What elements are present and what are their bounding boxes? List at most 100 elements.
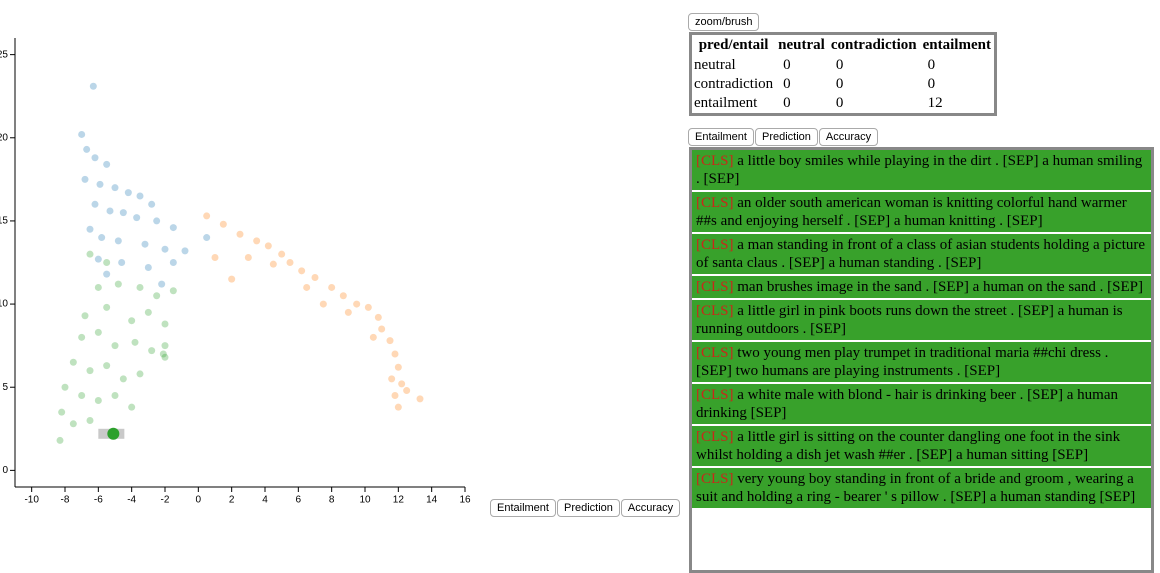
point [353, 300, 361, 308]
point [158, 280, 166, 288]
example-text: a white male with blond - hair is drinki… [696, 387, 1118, 421]
point [416, 395, 424, 403]
x-tick-label: 6 [296, 495, 302, 506]
point [78, 333, 86, 341]
point [111, 184, 119, 192]
example-text: a little girl in pink boots runs down th… [696, 303, 1123, 337]
table-cell: 0 [835, 95, 844, 111]
x-tick-label: 0 [196, 495, 202, 506]
point [378, 325, 386, 333]
bottom-tabs: Entailment Prediction Accuracy [490, 499, 681, 517]
scatter-plot: -10 -8 -6 -4 -2 0 2 4 6 8 10 12 14 16 0 5 10 15 20 25 [0, 38, 471, 506]
point [228, 275, 236, 283]
point [169, 287, 177, 295]
point [339, 292, 347, 300]
point [344, 308, 352, 316]
point [144, 263, 152, 271]
example-item[interactable]: [CLS] two young men play trumpet in trad… [692, 342, 1151, 384]
point [153, 217, 161, 225]
point [374, 313, 382, 321]
point [114, 237, 122, 245]
table-cell: 0 [783, 76, 791, 92]
point [391, 392, 399, 400]
point [386, 337, 394, 345]
cls-tag: [CLS] [696, 195, 734, 211]
point [94, 328, 102, 336]
point [86, 416, 94, 424]
example-item[interactable]: [CLS] a little girl in pink boots runs d… [692, 300, 1151, 342]
example-item[interactable]: [CLS] man brushes image in the sand . [S… [692, 276, 1151, 300]
table-cell: 0 [927, 76, 936, 92]
point [244, 254, 252, 262]
point [148, 347, 156, 355]
point [119, 375, 127, 383]
point [91, 154, 99, 162]
point [394, 363, 402, 371]
tab-button[interactable]: Prediction [556, 499, 620, 517]
point [119, 209, 127, 217]
y-tick-label: 20 [0, 132, 8, 143]
table-cell: entailment [694, 95, 758, 111]
point [103, 259, 111, 266]
tab-button[interactable]: Prediction [754, 128, 818, 146]
page: -10 -8 -6 -4 -2 0 2 4 6 8 10 12 14 16 0 5 10 15 20 25 Entai… [0, 13, 1154, 573]
point [161, 342, 169, 350]
point [141, 240, 149, 248]
y-tick-label: 10 [0, 299, 8, 310]
header-cell: contradiction [830, 37, 917, 53]
table-cell: 0 [835, 57, 844, 73]
point [81, 175, 89, 183]
point [94, 283, 102, 291]
x-tick-label: 16 [459, 495, 471, 506]
x-tick-label: -6 [94, 495, 103, 506]
x-tick-label: 14 [426, 495, 438, 506]
header-cell: neutral [778, 37, 825, 53]
point [86, 250, 94, 258]
example-item[interactable]: [CLS] a man standing in front of a class… [692, 234, 1151, 276]
example-text: very young boy standing in front of a br… [696, 471, 1136, 505]
point [369, 333, 377, 341]
tab-button[interactable]: Entailment [688, 128, 754, 146]
tab-button[interactable]: Entailment [490, 499, 556, 517]
point [264, 242, 272, 250]
point [328, 283, 336, 291]
table-cell: 0 [783, 57, 791, 73]
point [98, 234, 106, 242]
example-text: an older south american woman is knittin… [696, 195, 1127, 229]
point [203, 234, 211, 242]
point [58, 408, 66, 416]
point [388, 375, 396, 383]
example-item[interactable]: [CLS] an older south american woman is k… [692, 192, 1151, 234]
point [114, 280, 122, 288]
point [128, 317, 136, 325]
example-text: two young men play trumpet in traditiona… [696, 345, 1109, 379]
y-tick-label: 0 [2, 465, 8, 476]
table-row: entailment 0 0 12 [692, 94, 994, 113]
y-tick-label: 15 [0, 216, 8, 227]
point [94, 397, 102, 405]
point [181, 247, 189, 255]
example-item[interactable]: [CLS] a white male with blond - hair is … [692, 384, 1151, 426]
cls-tag: [CLS] [696, 237, 734, 253]
point [319, 300, 327, 308]
point [269, 260, 277, 268]
tab-button[interactable]: Accuracy [620, 499, 681, 517]
point [278, 250, 286, 258]
example-item[interactable]: [CLS] very young boy standing in front o… [692, 468, 1151, 510]
point [86, 367, 94, 375]
point [106, 207, 114, 215]
x-tick-label: -8 [61, 495, 70, 506]
example-item[interactable]: [CLS] a little girl is sitting on the co… [692, 426, 1151, 468]
point [78, 130, 86, 138]
point [398, 380, 406, 388]
point [211, 254, 219, 262]
example-item[interactable]: [CLS] a little boy smiles while playing … [692, 150, 1151, 192]
point [403, 387, 411, 395]
point [124, 189, 132, 197]
tab-button[interactable]: Accuracy [818, 128, 879, 146]
point [136, 370, 144, 378]
example-list: [CLS] a little boy smiles while playing … [689, 147, 1154, 573]
point [131, 338, 139, 346]
x-tick-label: 8 [329, 495, 335, 506]
zoom-button[interactable]: zoom/brush [688, 13, 760, 31]
